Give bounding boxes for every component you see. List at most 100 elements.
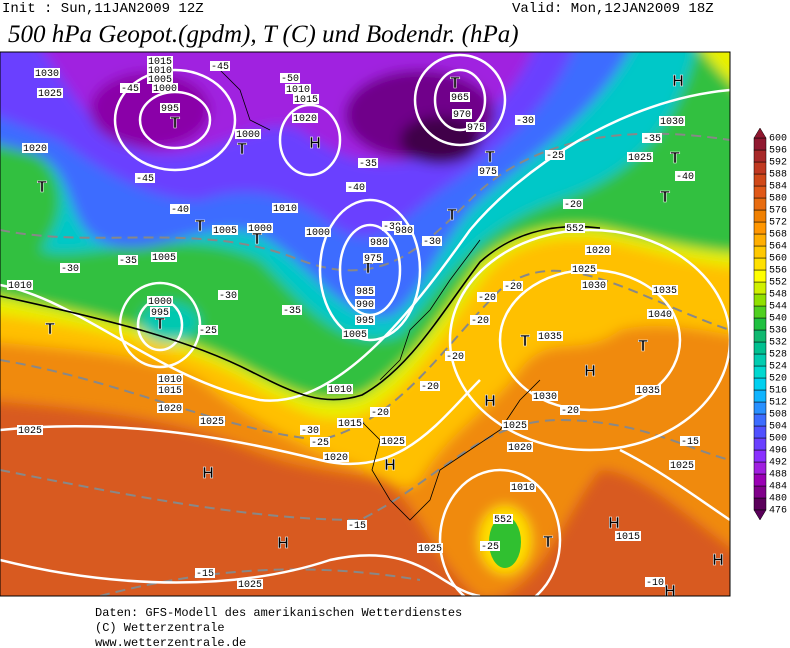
- footer-line: (C) Wetterzentrale: [95, 621, 225, 635]
- contour-label: -20: [564, 200, 582, 211]
- contour-label: 1000: [248, 224, 272, 235]
- contour-label-box: [642, 133, 662, 143]
- contour-label-box: [470, 315, 490, 325]
- contour-label: 990: [356, 300, 374, 311]
- contour-label-box: [615, 531, 641, 541]
- pressure-center-label: H: [202, 465, 214, 482]
- contour-label-box: [581, 280, 607, 290]
- contour-label-box: [675, 171, 695, 181]
- contour-label-box: [7, 280, 33, 290]
- colorbar-swatch: [753, 293, 767, 307]
- contour-label-box: [151, 252, 177, 262]
- pressure-center-label: H: [277, 535, 289, 552]
- contour-label: 1030: [582, 281, 606, 292]
- contour-label: 1020: [23, 144, 47, 155]
- contour-label-box: [323, 452, 349, 462]
- contour-label-box: [150, 307, 170, 317]
- colorbar-label: 496: [769, 446, 787, 457]
- contour-label-box: [380, 436, 406, 446]
- contour-label-box: [647, 309, 673, 319]
- contour-label-box: [369, 237, 389, 247]
- contour-label: 1015: [616, 532, 640, 543]
- contour-label-box: [422, 236, 442, 246]
- contour-label: -30: [61, 264, 79, 275]
- contour-label: 1025: [572, 265, 596, 276]
- colorbar-swatch: [753, 449, 767, 463]
- contour-label: 985: [356, 287, 374, 298]
- colorbar-swatch: [753, 377, 767, 391]
- contour-label: 995: [151, 308, 169, 319]
- contour-label-box: [450, 92, 470, 102]
- contour-label-box: [300, 425, 320, 435]
- pressure-center-label: T: [170, 115, 180, 132]
- contour-label-box: [394, 225, 414, 235]
- colorbar: 4764804844884924965005045085125165205245…: [753, 127, 787, 521]
- contour-label-box: [282, 305, 302, 315]
- contour-label: -35: [283, 306, 301, 317]
- contour-label: 1020: [324, 453, 348, 464]
- colorbar-swatch: [753, 365, 767, 379]
- contour-label-box: [37, 88, 63, 98]
- contour-label-box: [532, 391, 558, 401]
- contour-label: -20: [471, 316, 489, 327]
- pressure-center-label: T: [520, 333, 530, 350]
- contour-label-box: [510, 482, 536, 492]
- contour-label-box: [135, 173, 155, 183]
- colorbar-swatch: [753, 413, 767, 427]
- colorbar-label: 492: [769, 458, 787, 469]
- contour-label: -20: [478, 293, 496, 304]
- contour-label: 1020: [508, 443, 532, 454]
- colorbar-swatch: [753, 305, 767, 319]
- contour-label-box: [235, 129, 261, 139]
- valid-time: Valid: Mon,12JAN2009 18Z: [512, 1, 714, 17]
- colorbar-label: 552: [769, 278, 787, 289]
- contour-label-box: [370, 407, 390, 417]
- contour-label: 1030: [660, 117, 684, 128]
- contour-label: -30: [423, 237, 441, 248]
- colorbar-swatch: [753, 149, 767, 163]
- colorbar-label: 564: [769, 242, 787, 253]
- isobars: [0, 53, 730, 596]
- contour-label: 970: [453, 110, 471, 121]
- contour-label: -15: [348, 521, 366, 532]
- contour-label-box: [272, 203, 298, 213]
- contour-label: 1035: [538, 332, 562, 343]
- contour-label-box: [147, 74, 173, 84]
- contour-label: 1010: [273, 204, 297, 215]
- pressure-center-label: H: [309, 135, 321, 152]
- contour-label: -15: [196, 569, 214, 580]
- contour-label-box: [669, 460, 695, 470]
- contour-label-box: [659, 116, 685, 126]
- contour-label: 1015: [338, 419, 362, 430]
- pressure-center-label: T: [450, 75, 460, 92]
- contour-label-box: [445, 351, 465, 361]
- contour-label-box: [157, 374, 183, 384]
- map-title: 500 hPa Geopot.(gpdm), T (C) und Bodendr…: [8, 21, 519, 48]
- colorbar-swatch: [753, 233, 767, 247]
- contour-label-box: [571, 264, 597, 274]
- contour-label: 1015: [294, 95, 318, 106]
- contour-label: 1020: [293, 114, 317, 125]
- colorbar-label: 528: [769, 350, 787, 361]
- contour-label: 1000: [306, 228, 330, 239]
- colorbar-swatch: [753, 161, 767, 175]
- contour-label-box: [417, 543, 443, 553]
- colorbar-bottom-arrow: [753, 509, 767, 521]
- contour-label: 1015: [158, 386, 182, 397]
- contour-label: 1005: [152, 253, 176, 264]
- colorbar-label: 480: [769, 494, 787, 505]
- colorbar-swatch: [753, 341, 767, 355]
- colorbar-label: 516: [769, 386, 787, 397]
- colorbar-label: 592: [769, 158, 787, 169]
- contour-label: -50: [281, 74, 299, 85]
- footer: Daten: GFS-Modell des amerikanischen Wet…: [95, 606, 462, 648]
- colorbar-label: 548: [769, 290, 787, 301]
- contour-label: 1010: [286, 85, 310, 96]
- contour-label-box: [565, 223, 585, 233]
- colorbar-label: 544: [769, 302, 787, 313]
- contour-label-box: [22, 143, 48, 153]
- colorbar-swatch: [753, 317, 767, 331]
- contour-label: 975: [479, 167, 497, 178]
- contour-label: 1030: [533, 392, 557, 403]
- contour-label-box: [355, 299, 375, 309]
